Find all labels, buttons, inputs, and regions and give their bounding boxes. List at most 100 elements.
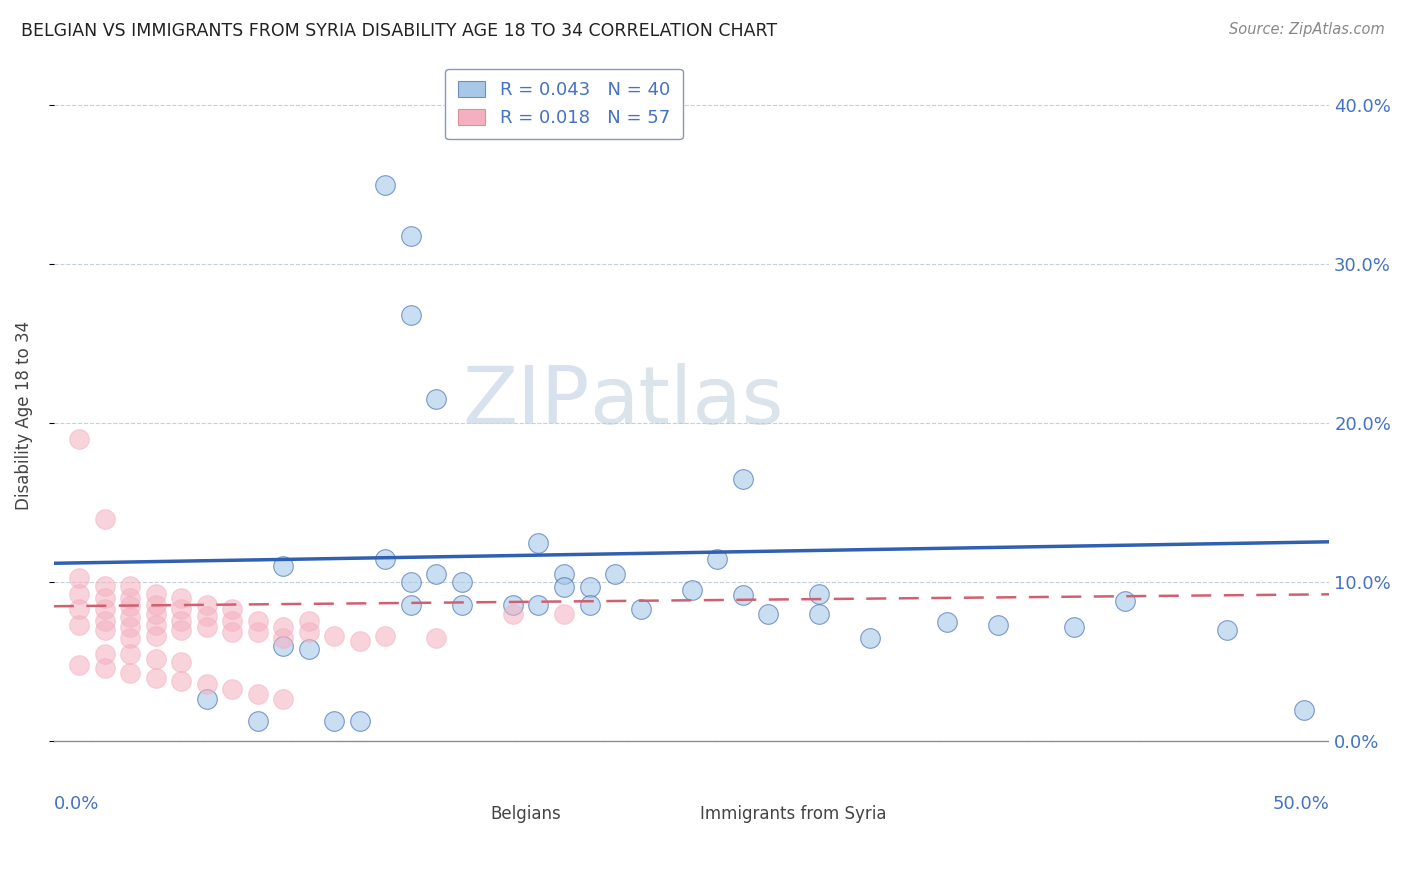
Point bbox=[145, 652, 167, 666]
Point bbox=[120, 647, 142, 661]
Point bbox=[221, 602, 243, 616]
Point bbox=[425, 567, 447, 582]
Y-axis label: Disability Age 18 to 34: Disability Age 18 to 34 bbox=[15, 321, 32, 510]
Point bbox=[731, 588, 754, 602]
Point bbox=[170, 602, 193, 616]
Text: atlas: atlas bbox=[589, 363, 785, 441]
Point bbox=[145, 586, 167, 600]
Point bbox=[1216, 623, 1239, 637]
Point bbox=[94, 661, 117, 675]
Point bbox=[195, 608, 218, 623]
Point bbox=[94, 614, 117, 628]
Point bbox=[298, 614, 321, 628]
Point bbox=[221, 681, 243, 696]
Point bbox=[527, 535, 550, 549]
Point bbox=[273, 620, 295, 634]
Text: 50.0%: 50.0% bbox=[1272, 795, 1329, 813]
Point bbox=[630, 602, 652, 616]
Point bbox=[451, 598, 474, 612]
Point bbox=[120, 578, 142, 592]
Point bbox=[706, 551, 728, 566]
Point bbox=[94, 591, 117, 606]
Point bbox=[451, 575, 474, 590]
Point bbox=[195, 691, 218, 706]
Point bbox=[273, 631, 295, 645]
Point bbox=[349, 714, 371, 728]
Point bbox=[527, 598, 550, 612]
Text: Source: ZipAtlas.com: Source: ZipAtlas.com bbox=[1229, 22, 1385, 37]
Point bbox=[987, 618, 1010, 632]
Point bbox=[553, 607, 575, 622]
Point bbox=[246, 714, 269, 728]
Point bbox=[578, 580, 600, 594]
Point bbox=[246, 614, 269, 628]
Point bbox=[67, 618, 90, 632]
FancyBboxPatch shape bbox=[685, 798, 724, 815]
Point bbox=[298, 624, 321, 639]
Point bbox=[808, 586, 831, 600]
Point bbox=[323, 714, 346, 728]
Point bbox=[170, 655, 193, 669]
Point bbox=[578, 598, 600, 612]
Point bbox=[94, 647, 117, 661]
Point bbox=[67, 571, 90, 585]
Point bbox=[195, 677, 218, 691]
Point bbox=[120, 631, 142, 645]
Point bbox=[67, 658, 90, 673]
Point bbox=[145, 598, 167, 612]
Point bbox=[425, 392, 447, 407]
Point bbox=[170, 673, 193, 688]
Point bbox=[246, 687, 269, 701]
Legend: R = 0.043   N = 40, R = 0.018   N = 57: R = 0.043 N = 40, R = 0.018 N = 57 bbox=[446, 69, 682, 139]
Point bbox=[67, 432, 90, 446]
Point bbox=[603, 567, 626, 582]
Text: 0.0%: 0.0% bbox=[53, 795, 100, 813]
Text: ZIP: ZIP bbox=[463, 363, 589, 441]
Point bbox=[145, 618, 167, 632]
Point bbox=[94, 602, 117, 616]
Point bbox=[67, 586, 90, 600]
Text: Immigrants from Syria: Immigrants from Syria bbox=[700, 805, 887, 823]
Point bbox=[170, 623, 193, 637]
Point bbox=[323, 630, 346, 644]
Point bbox=[808, 607, 831, 622]
Point bbox=[273, 691, 295, 706]
Point bbox=[425, 631, 447, 645]
Point bbox=[170, 591, 193, 606]
Point bbox=[553, 580, 575, 594]
Point bbox=[859, 631, 882, 645]
Point bbox=[756, 607, 779, 622]
Point bbox=[349, 634, 371, 648]
Point bbox=[120, 620, 142, 634]
Point bbox=[399, 598, 422, 612]
Point bbox=[1063, 620, 1085, 634]
Text: Belgians: Belgians bbox=[491, 805, 561, 823]
Point bbox=[681, 583, 703, 598]
Point bbox=[195, 620, 218, 634]
Point bbox=[145, 607, 167, 622]
Point bbox=[399, 228, 422, 243]
Point bbox=[1292, 703, 1315, 717]
Point bbox=[273, 639, 295, 653]
Point bbox=[273, 559, 295, 574]
Point bbox=[731, 472, 754, 486]
Point bbox=[67, 602, 90, 616]
Point bbox=[221, 624, 243, 639]
Point bbox=[145, 630, 167, 644]
Point bbox=[298, 642, 321, 657]
Point bbox=[374, 178, 396, 192]
FancyBboxPatch shape bbox=[443, 798, 481, 815]
Point bbox=[221, 614, 243, 628]
Point bbox=[399, 308, 422, 322]
Text: BELGIAN VS IMMIGRANTS FROM SYRIA DISABILITY AGE 18 TO 34 CORRELATION CHART: BELGIAN VS IMMIGRANTS FROM SYRIA DISABIL… bbox=[21, 22, 778, 40]
Point bbox=[374, 551, 396, 566]
Point bbox=[120, 599, 142, 614]
Point bbox=[502, 598, 524, 612]
Point bbox=[935, 615, 957, 629]
Point bbox=[246, 624, 269, 639]
Point bbox=[502, 607, 524, 622]
Point bbox=[399, 575, 422, 590]
Point bbox=[120, 610, 142, 624]
Point bbox=[94, 512, 117, 526]
Point bbox=[94, 578, 117, 592]
